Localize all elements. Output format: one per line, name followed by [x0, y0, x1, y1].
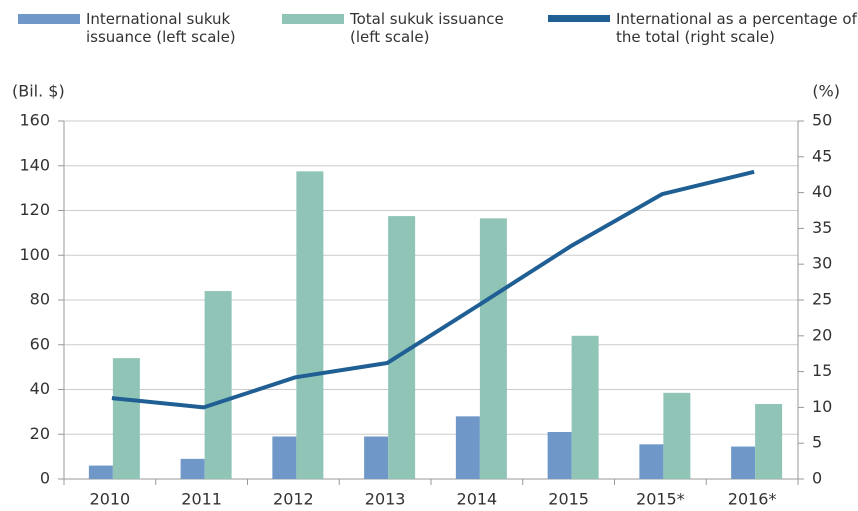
legend-label: International sukuk issuance (left scale…	[86, 10, 236, 46]
y2-tick-label: 15	[812, 361, 832, 380]
y2-tick-label: 10	[812, 397, 832, 416]
bar	[547, 432, 572, 479]
x-tick-label: 2011	[181, 490, 222, 509]
legend-item: International as a percentage of the tot…	[548, 10, 858, 46]
legend-swatch	[548, 15, 610, 22]
x-tick-label: 2016*	[728, 490, 777, 509]
bar	[180, 458, 205, 479]
y-tick-label: 100	[19, 245, 50, 264]
bar	[112, 358, 140, 479]
x-tick-label: 2012	[273, 490, 314, 509]
bar	[663, 392, 691, 479]
y2-tick-label: 45	[812, 146, 832, 165]
y2-tick-label: 0	[812, 469, 822, 488]
y2-tick-label: 25	[812, 290, 832, 309]
legend-label: International as a percentage of the tot…	[616, 10, 857, 46]
y2-tick-label: 40	[812, 182, 832, 201]
x-tick-label: 2015	[548, 490, 589, 509]
y2-tick-label: 5	[812, 433, 822, 452]
line	[111, 169, 755, 410]
y-tick-label: 0	[40, 469, 50, 488]
y-axis-label: (Bil. $)	[12, 82, 65, 101]
legend-swatch	[18, 14, 80, 24]
legend-item: International sukuk issuance (left scale…	[18, 10, 261, 46]
bar	[296, 171, 324, 479]
bar	[455, 416, 480, 479]
x-tick-label: 2013	[365, 490, 406, 509]
x-tick-label: 2010	[90, 490, 131, 509]
bar	[88, 465, 113, 479]
y-tick-label: 140	[19, 155, 50, 174]
y2-tick-label: 30	[812, 254, 832, 273]
y2-tick-label: 50	[812, 111, 832, 130]
bar	[204, 291, 232, 479]
bar	[571, 335, 599, 479]
y-tick-label: 60	[30, 334, 50, 353]
y-tick-label: 40	[30, 379, 50, 398]
bar	[364, 436, 389, 479]
legend-item: Total sukuk issuance (left scale)	[282, 10, 535, 46]
y-tick-label: 120	[19, 200, 50, 219]
bar	[755, 404, 783, 479]
bar	[479, 218, 507, 480]
bar	[731, 446, 756, 479]
y-tick-label: 80	[30, 290, 50, 309]
y2-axis-label: (%)	[812, 82, 840, 101]
legend-label: Total sukuk issuance (left scale)	[350, 10, 504, 46]
x-tick-label: 2015*	[636, 490, 685, 509]
bar	[272, 436, 297, 479]
legend-swatch	[282, 14, 344, 24]
bar	[639, 444, 664, 479]
y-tick-label: 20	[30, 424, 50, 443]
y-tick-label: 160	[19, 111, 50, 130]
y2-tick-label: 20	[812, 325, 832, 344]
y2-tick-label: 35	[812, 218, 832, 237]
x-tick-label: 2014	[457, 490, 498, 509]
